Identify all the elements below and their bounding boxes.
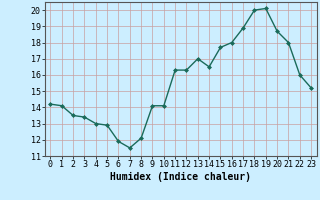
X-axis label: Humidex (Indice chaleur): Humidex (Indice chaleur) <box>110 172 251 182</box>
